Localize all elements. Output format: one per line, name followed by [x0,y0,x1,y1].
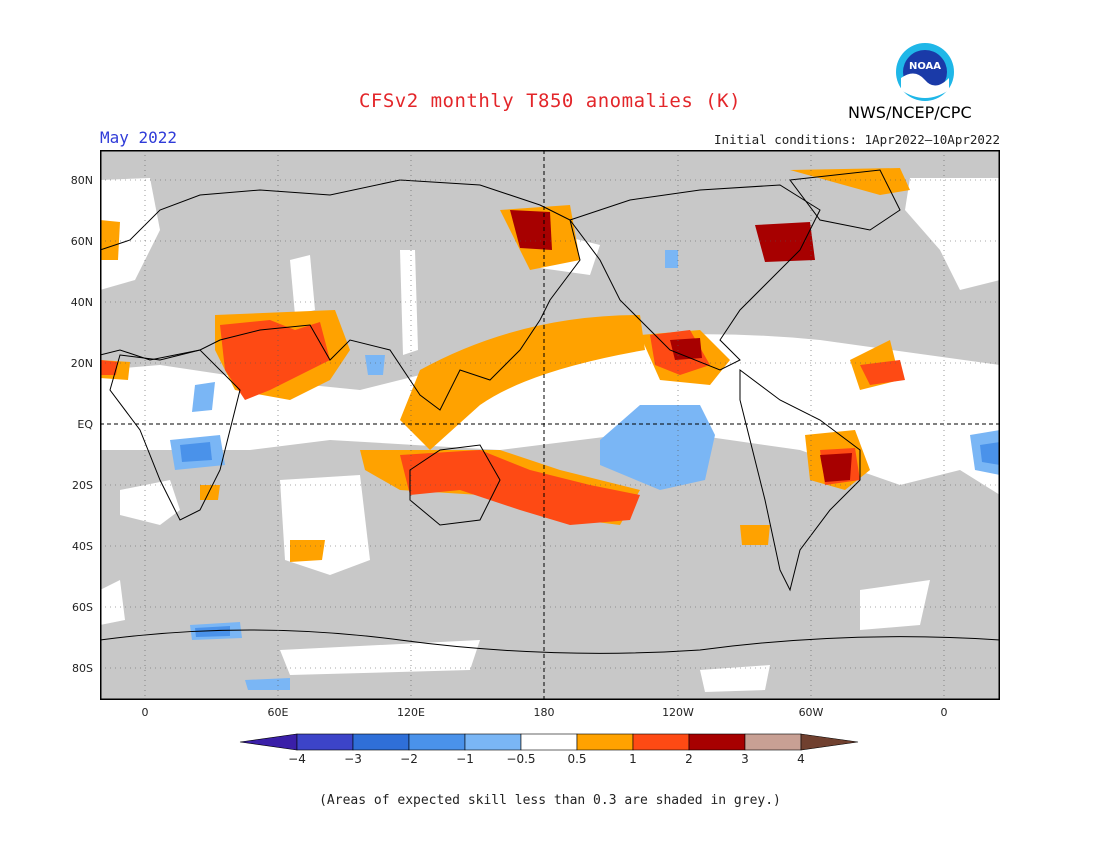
lat-label: 80S [72,662,93,675]
lon-label: 60W [799,706,824,719]
colorbar-swatch [296,733,354,751]
colorbar-swatch [408,733,466,751]
colorbar-label: 0.5 [567,752,586,766]
colorbar-label: 2 [685,752,693,766]
colorbar-swatch [744,733,802,751]
lat-label: EQ [77,418,93,431]
colorbar-swatch [520,733,578,751]
lat-label: 20S [72,479,93,492]
colorbar-label: 4 [797,752,805,766]
logo-text: NOAA [909,61,941,72]
forecast-month: May 2022 [100,128,178,147]
noaa-logo-icon: NOAA [896,43,954,101]
colorbar-swatch [464,733,522,751]
skill-footnote: (Areas of expected skill less than 0.3 a… [319,793,781,808]
lat-label: 60S [72,601,93,614]
colorbar-label: 3 [741,752,749,766]
chart-title: CFSv2 monthly T850 anomalies (K) [358,90,742,112]
colorbar-swatches [239,733,859,751]
colorbar-label: −2 [400,752,418,766]
lat-label: 60N [71,235,93,248]
colorbar-arrow-high [800,733,859,751]
lon-label: 120W [662,706,694,719]
colorbar-swatch [688,733,746,751]
coastlines [100,169,1000,654]
warm-level3-regions [510,210,852,482]
lon-label: 0 [142,706,149,719]
colorbar-label: −4 [288,752,306,766]
lon-label: 60E [268,706,289,719]
colorbar: −4 −3 −2 −1 −0.5 0.5 1 2 3 4 [239,733,859,766]
lat-label: 40S [72,540,93,553]
colorbar-label: −0.5 [506,752,535,766]
initial-conditions: Initial conditions: 1Apr2022–10Apr2022 [714,132,1000,147]
colorbar-swatch [632,733,690,751]
lat-label: 20N [71,357,93,370]
lon-label: 180 [534,706,555,719]
agency-label: NWS/NCEP/CPC [848,103,972,122]
grid-lines [100,150,1000,700]
lon-label: 120E [397,706,425,719]
lon-label: 0 [941,706,948,719]
axis-labels: 80N 60N 40N 20N EQ 20S 40S 60S 80S 0 60E… [71,174,948,719]
anomaly-map [100,150,1000,700]
colorbar-label: −3 [344,752,362,766]
colorbar-label: 1 [629,752,637,766]
lat-label: 80N [71,174,93,187]
map-frame [100,150,1000,700]
lat-label: 40N [71,296,93,309]
colorbar-arrow-low [239,733,298,751]
colorbar-label: −1 [456,752,474,766]
colorbar-swatch [352,733,410,751]
colorbar-swatch [576,733,634,751]
cold-level2-regions [180,442,1000,637]
